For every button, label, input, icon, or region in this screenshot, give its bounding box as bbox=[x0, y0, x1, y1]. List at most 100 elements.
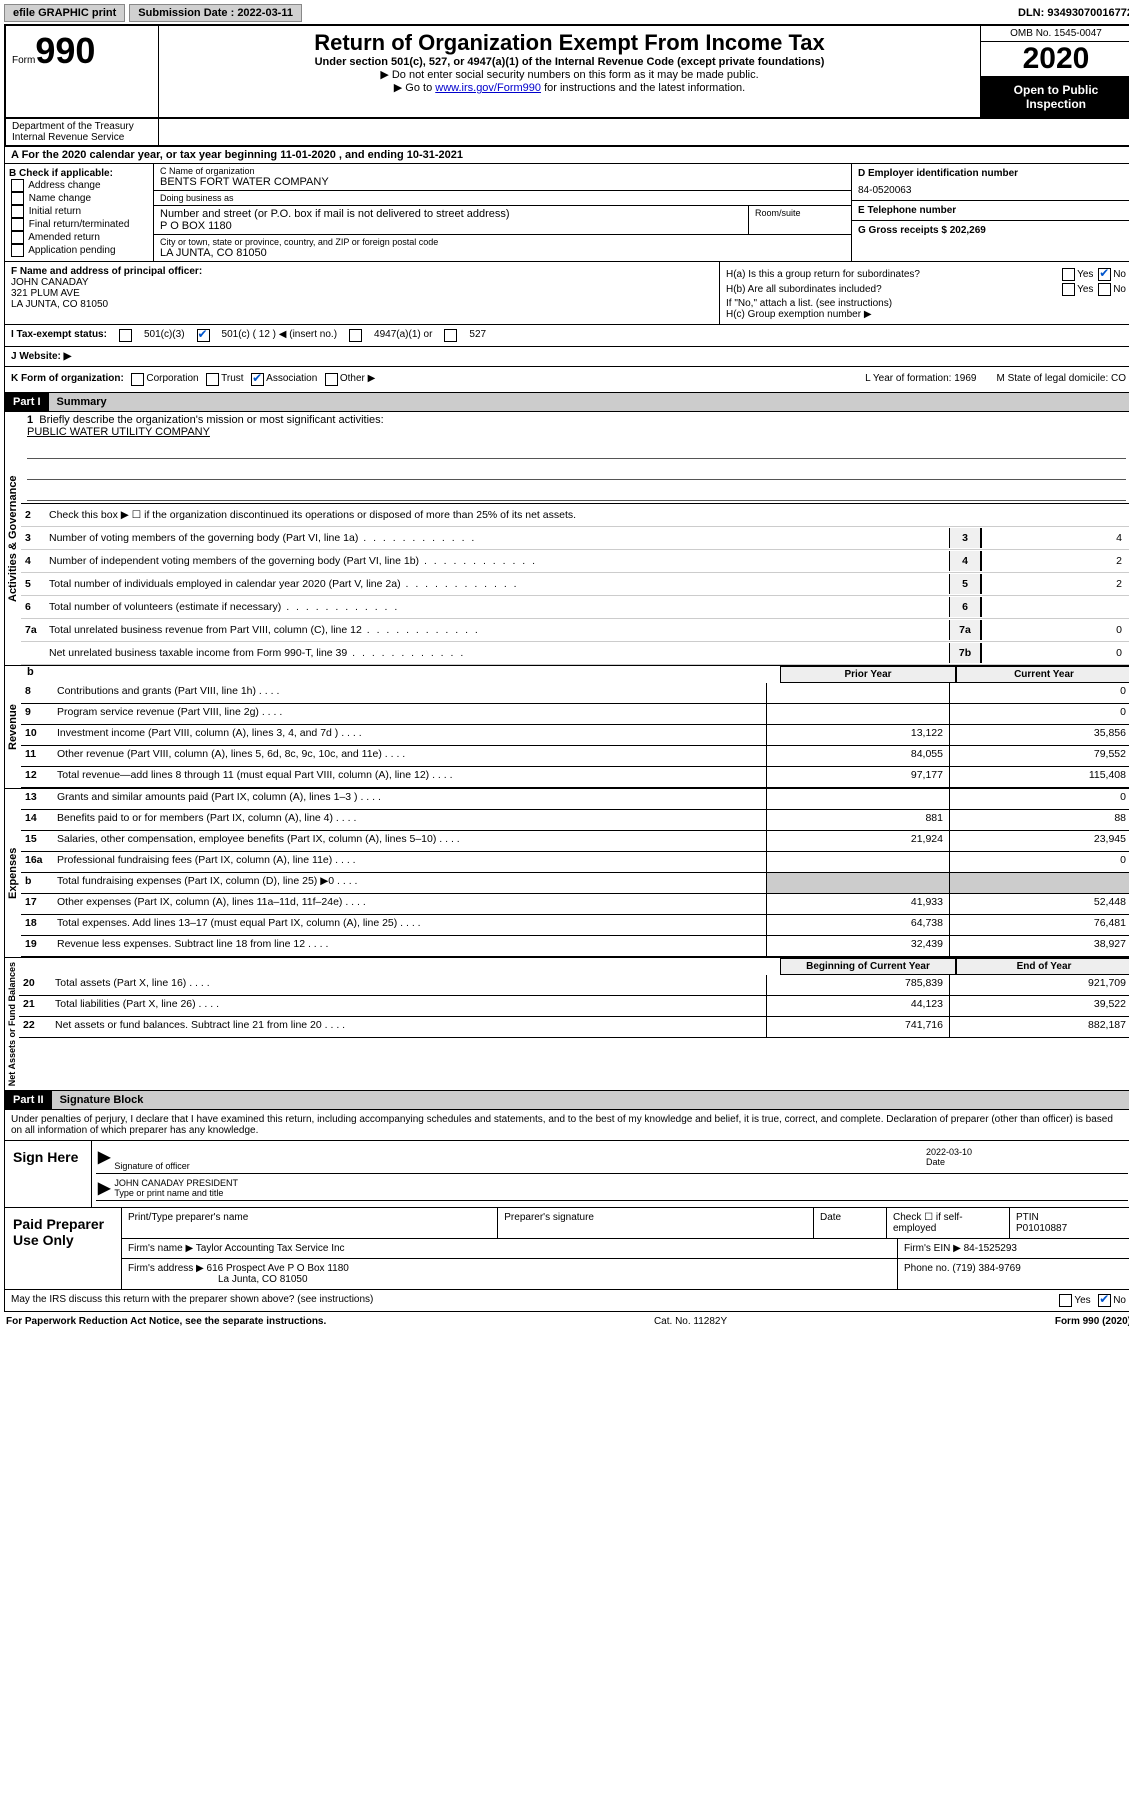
cb-4947[interactable] bbox=[349, 329, 362, 342]
line-num: 8 bbox=[21, 683, 53, 703]
line-desc: Benefits paid to or for members (Part IX… bbox=[53, 810, 766, 830]
form-note1: ▶ Do not enter social security numbers o… bbox=[163, 68, 976, 81]
sig-officer-label: Signature of officer bbox=[114, 1161, 189, 1171]
cb-corp[interactable] bbox=[131, 373, 144, 386]
prep-self-employed: Check ☐ if self-employed bbox=[887, 1208, 1010, 1238]
officer-name: JOHN CANADAY bbox=[11, 277, 713, 288]
opt-amended: Amended return bbox=[28, 232, 100, 243]
efile-button[interactable]: efile GRAPHIC print bbox=[4, 4, 125, 22]
current-value: 882,187 bbox=[949, 1017, 1129, 1037]
prep-sig-label: Preparer's signature bbox=[498, 1208, 814, 1238]
footer-right: Form 990 (2020) bbox=[1055, 1316, 1129, 1327]
prior-value: 741,716 bbox=[766, 1017, 949, 1037]
cb-discuss-yes[interactable] bbox=[1059, 1294, 1072, 1307]
line-value bbox=[981, 597, 1128, 617]
cb-ha-no[interactable] bbox=[1098, 268, 1111, 281]
cb-ha-yes[interactable] bbox=[1062, 268, 1075, 281]
ptin-label: PTIN bbox=[1016, 1212, 1039, 1223]
line-num: 18 bbox=[21, 915, 53, 935]
yes-label2: Yes bbox=[1077, 284, 1093, 295]
line-num: 22 bbox=[19, 1017, 51, 1037]
addr-label: Number and street (or P.O. box if mail i… bbox=[160, 208, 742, 220]
prep-date-label: Date bbox=[814, 1208, 887, 1238]
mission-label: Briefly describe the organization's miss… bbox=[39, 414, 383, 426]
hb-note: If "No," attach a list. (see instruction… bbox=[726, 298, 1126, 309]
current-value: 115,408 bbox=[949, 767, 1129, 787]
cb-amended[interactable] bbox=[11, 231, 24, 244]
line-num: 19 bbox=[21, 936, 53, 956]
form-org-label: K Form of organization: bbox=[11, 373, 124, 386]
cb-hb-no[interactable] bbox=[1098, 283, 1111, 296]
ha-label: H(a) Is this a group return for subordin… bbox=[726, 269, 920, 280]
cb-pending[interactable] bbox=[11, 244, 24, 257]
cb-address-change[interactable] bbox=[11, 179, 24, 192]
line-box: 3 bbox=[949, 528, 981, 548]
line-desc: Other revenue (Part VIII, column (A), li… bbox=[53, 746, 766, 766]
line-num: 7a bbox=[25, 624, 49, 636]
line-value: 0 bbox=[981, 620, 1128, 640]
officer-label: F Name and address of principal officer: bbox=[11, 266, 713, 277]
prior-value: 881 bbox=[766, 810, 949, 830]
cb-other[interactable] bbox=[325, 373, 338, 386]
line-num: 21 bbox=[19, 996, 51, 1016]
line-desc: Revenue less expenses. Subtract line 18 … bbox=[53, 936, 766, 956]
part2-header: Part II bbox=[5, 1091, 52, 1109]
opt-initial-return: Initial return bbox=[29, 206, 81, 217]
tab-expenses: Expenses bbox=[5, 789, 21, 957]
department: Department of the Treasury Internal Reve… bbox=[6, 119, 159, 145]
line-desc: Total assets (Part X, line 16) . . . . bbox=[51, 975, 766, 995]
cb-501c[interactable] bbox=[197, 329, 210, 342]
current-value: 35,856 bbox=[949, 725, 1129, 745]
line-num: 3 bbox=[25, 532, 49, 544]
cb-assoc[interactable] bbox=[251, 373, 264, 386]
year-formation: L Year of formation: 1969 bbox=[865, 373, 976, 386]
line-desc: Program service revenue (Part VIII, line… bbox=[53, 704, 766, 724]
tab-activities-governance: Activities & Governance bbox=[5, 412, 21, 665]
firm-addr1: 616 Prospect Ave P O Box 1180 bbox=[207, 1263, 349, 1274]
current-value bbox=[949, 873, 1129, 893]
form-title: Return of Organization Exempt From Incom… bbox=[163, 30, 976, 56]
form-subtitle: Under section 501(c), 527, or 4947(a)(1)… bbox=[163, 56, 976, 68]
line2-desc: Check this box ▶ ☐ if the organization d… bbox=[49, 509, 1128, 521]
hb-label: H(b) Are all subordinates included? bbox=[726, 284, 882, 295]
hc-label: H(c) Group exemption number ▶ bbox=[726, 309, 1126, 320]
line-num: 15 bbox=[21, 831, 53, 851]
line-num: 12 bbox=[21, 767, 53, 787]
prior-value bbox=[766, 789, 949, 809]
firm-addr-label: Firm's address ▶ bbox=[128, 1263, 204, 1274]
cb-name-change[interactable] bbox=[11, 192, 24, 205]
current-value: 0 bbox=[949, 683, 1129, 703]
line-box: 6 bbox=[949, 597, 981, 617]
irs-link[interactable]: www.irs.gov/Form990 bbox=[435, 82, 541, 94]
col-prior-year: Prior Year bbox=[780, 666, 956, 683]
line-value: 0 bbox=[981, 643, 1128, 663]
prep-name-label: Print/Type preparer's name bbox=[122, 1208, 498, 1238]
no-label: No bbox=[1113, 269, 1126, 280]
line-num: 14 bbox=[21, 810, 53, 830]
cb-final-return[interactable] bbox=[11, 218, 24, 231]
open-inspection: Open to Public Inspection bbox=[981, 77, 1129, 117]
cb-discuss-no[interactable] bbox=[1098, 1294, 1111, 1307]
cb-initial-return[interactable] bbox=[11, 205, 24, 218]
line-num: 5 bbox=[25, 578, 49, 590]
officer-addr2: LA JUNTA, CO 81050 bbox=[11, 299, 713, 310]
prior-value: 97,177 bbox=[766, 767, 949, 787]
cb-501c3[interactable] bbox=[119, 329, 132, 342]
line-desc: Contributions and grants (Part VIII, lin… bbox=[53, 683, 766, 703]
line-desc: Number of voting members of the governin… bbox=[49, 532, 949, 544]
cb-hb-yes[interactable] bbox=[1062, 283, 1075, 296]
line-desc: Investment income (Part VIII, column (A)… bbox=[53, 725, 766, 745]
current-value: 0 bbox=[949, 852, 1129, 872]
line-box: 7b bbox=[949, 643, 981, 663]
footer-left: For Paperwork Reduction Act Notice, see … bbox=[6, 1316, 326, 1327]
cb-trust[interactable] bbox=[206, 373, 219, 386]
cb-527[interactable] bbox=[444, 329, 457, 342]
line-desc: Other expenses (Part IX, column (A), lin… bbox=[53, 894, 766, 914]
sign-here-label: Sign Here bbox=[5, 1141, 92, 1207]
no-label2: No bbox=[1113, 284, 1126, 295]
prior-value bbox=[766, 683, 949, 703]
opt-4947: 4947(a)(1) or bbox=[374, 329, 432, 342]
opt-501c3: 501(c)(3) bbox=[144, 329, 185, 342]
opt-other: Other ▶ bbox=[340, 373, 375, 386]
line-box: 7a bbox=[949, 620, 981, 640]
